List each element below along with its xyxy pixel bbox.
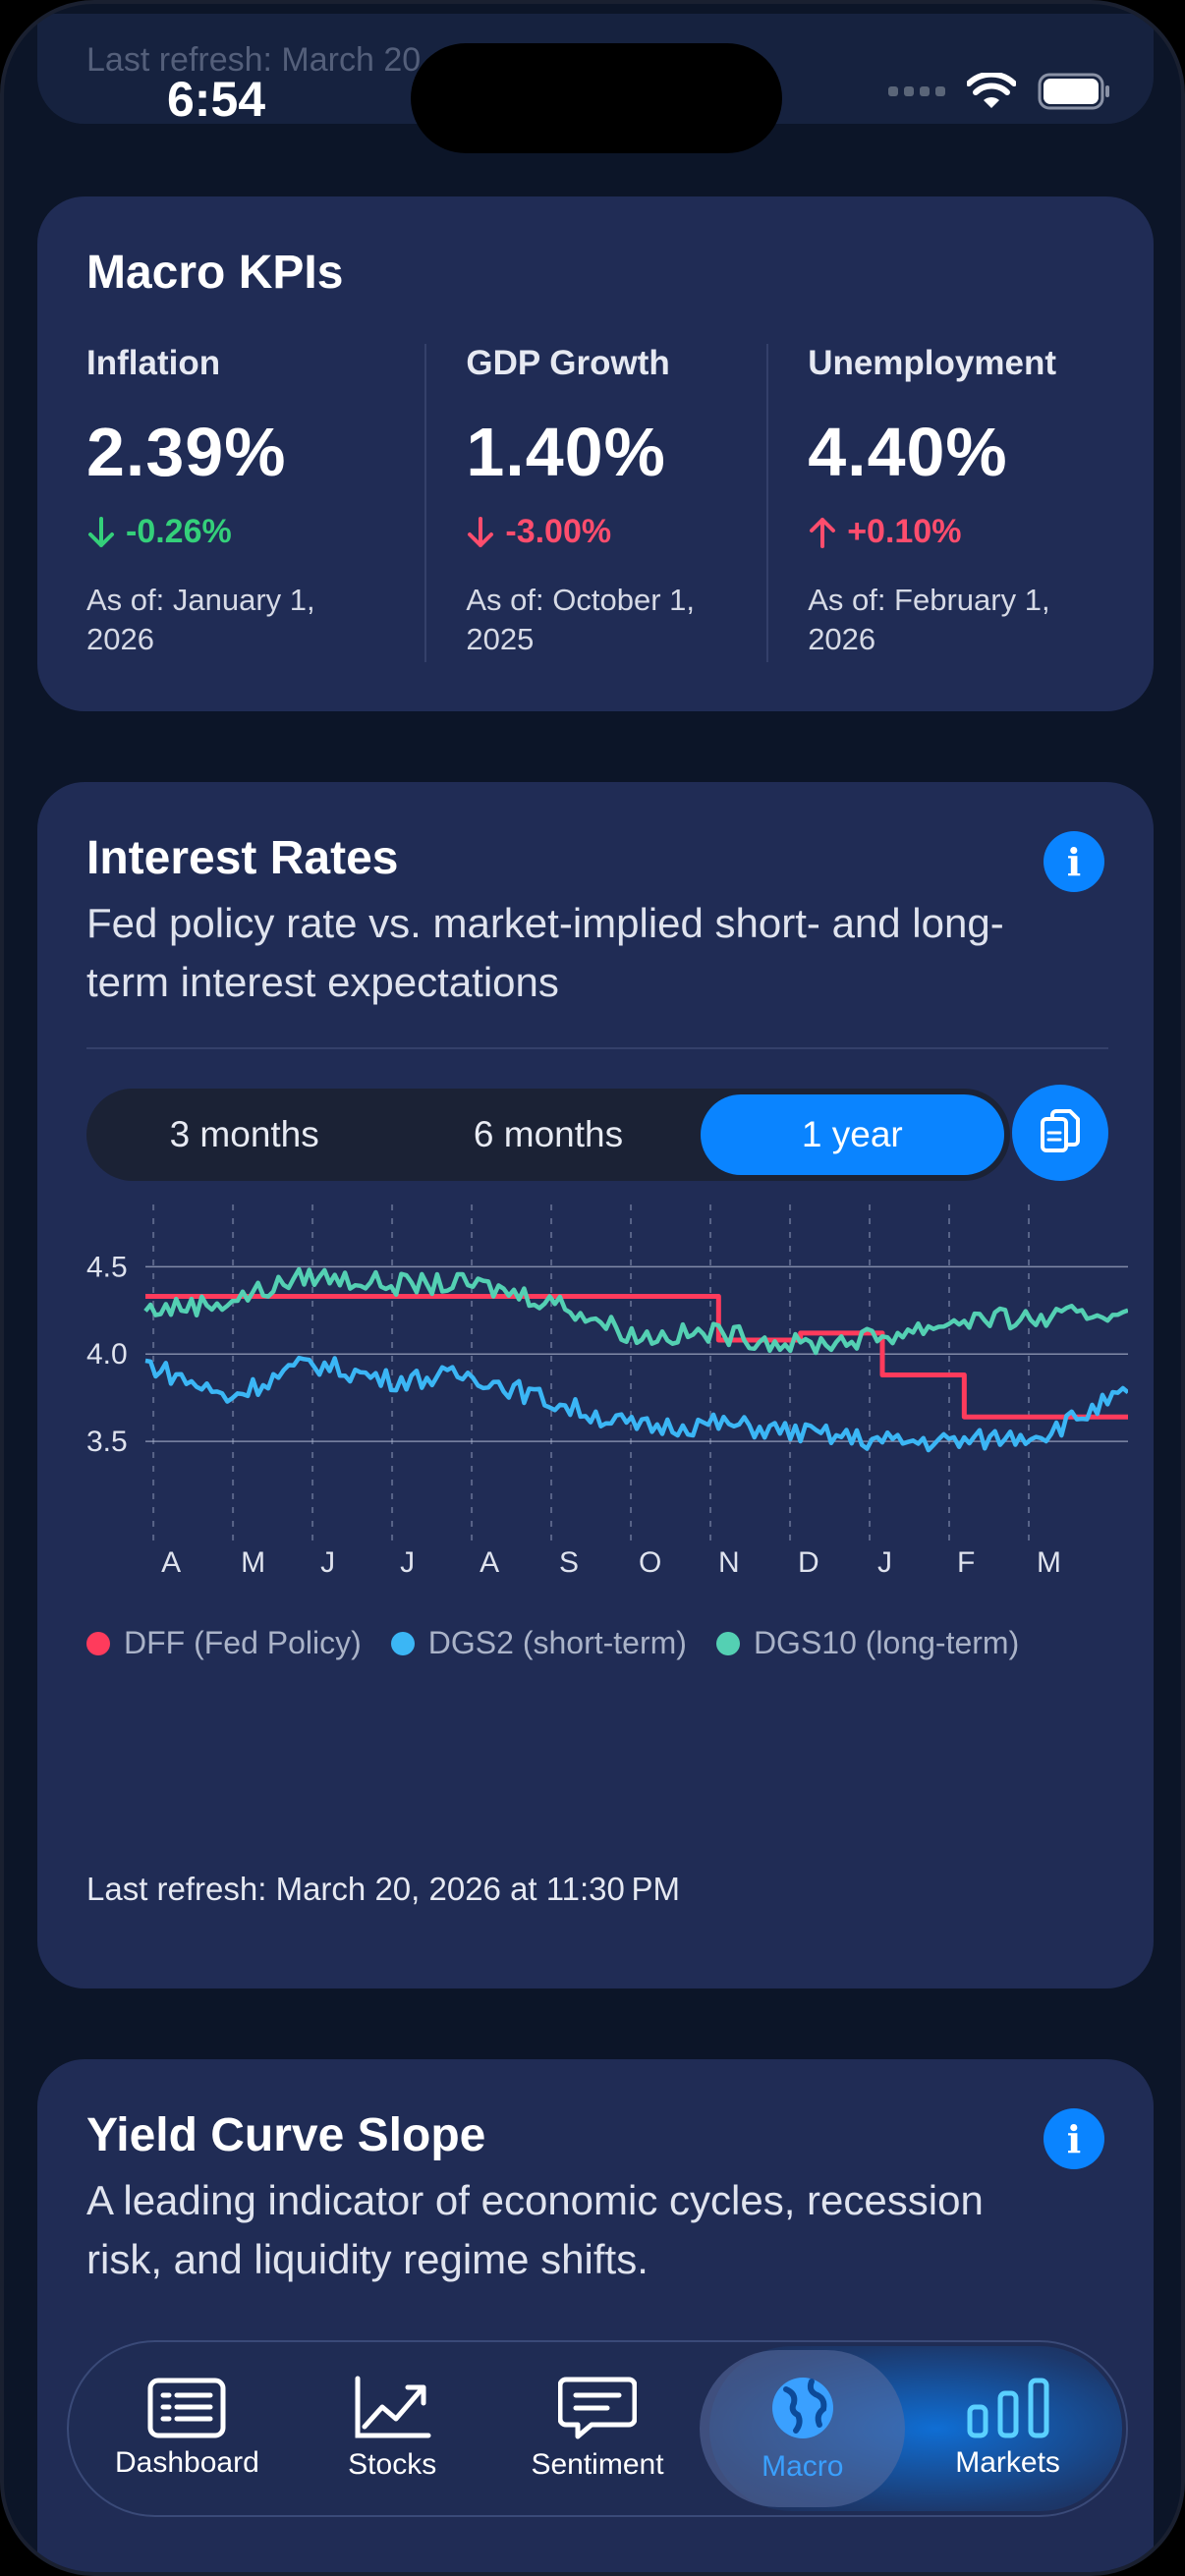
range-1-year[interactable]: 1 year	[700, 1094, 1004, 1175]
tab-label: Sentiment	[531, 2448, 664, 2481]
cellular-icon	[888, 86, 945, 96]
kpi-as-of: As of: February 1, 2026	[808, 583, 1050, 656]
kpi-change-value: -3.00%	[505, 513, 612, 550]
legend-label: DGS10 (long-term)	[753, 1625, 1020, 1660]
wifi-icon	[967, 73, 1016, 108]
y-tick-label: 4.5	[86, 1251, 128, 1283]
kpi-unemployment: Unemployment 4.40% +0.10% As of: Februar…	[766, 344, 1108, 662]
battery-icon	[1038, 73, 1109, 110]
globe-icon	[771, 2378, 833, 2438]
range-6-months[interactable]: 6 months	[473, 1114, 624, 1154]
tab-macro[interactable]: Macro	[700, 2350, 906, 2507]
kpi-value: 4.40%	[808, 414, 1008, 490]
arrow-down-icon	[88, 516, 114, 547]
kpi-as-of: As of: October 1, 2025	[466, 583, 695, 656]
tab-bar: Dashboard Stocks Sentiment Macro	[67, 2340, 1128, 2517]
legend-item-dgs2: DGS2 (short-term)	[390, 1625, 687, 1661]
last-refresh: Last refresh: March 20, 2026 at 11:30 PM	[86, 1871, 680, 1907]
x-tick-label: J	[877, 1546, 892, 1579]
list-icon	[147, 2378, 226, 2438]
chart-legend: DFF (Fed Policy) DGS2 (short-term) DGS10…	[86, 1625, 1019, 1661]
legend-item-dff: DFF (Fed Policy)	[86, 1625, 362, 1661]
yield-curve-subtitle: A leading indicator of economic cycles, …	[86, 2177, 984, 2282]
status-bar: 6:54	[4, 4, 1181, 153]
info-icon[interactable]: i	[1044, 2108, 1104, 2169]
x-tick-label: M	[1037, 1546, 1061, 1579]
legend-dot	[715, 1631, 740, 1655]
divider	[86, 1047, 1108, 1049]
kpi-value: 1.40%	[466, 414, 666, 490]
x-tick-label: J	[400, 1546, 415, 1579]
tab-markets[interactable]: Markets	[905, 2350, 1110, 2507]
interest-rates-subtitle: Fed policy rate vs. market-implied short…	[86, 900, 1004, 1005]
kpi-change: -3.00%	[466, 513, 766, 551]
kpi-change-value: -0.26%	[126, 513, 232, 550]
kpi-as-of: As of: January 1, 2026	[86, 583, 315, 656]
kpi-label: GDP Growth	[466, 344, 670, 382]
series-line-dff	[145, 1294, 1128, 1420]
tab-label: Dashboard	[115, 2446, 259, 2479]
kpi-value: 2.39%	[86, 414, 287, 490]
interest-rates-title: Interest Rates	[86, 832, 399, 884]
y-tick-label: 3.5	[86, 1426, 128, 1458]
x-tick-label: A	[161, 1546, 181, 1579]
kpi-label: Unemployment	[808, 344, 1056, 382]
macro-kpis-card: Macro KPIs Inflation 2.39% -0.26% As of:…	[37, 196, 1154, 711]
arrow-down-icon	[468, 516, 494, 547]
dynamic-island	[411, 43, 782, 153]
tab-sentiment[interactable]: Sentiment	[495, 2350, 701, 2507]
range-segmented-control: 3 months 6 months 1 year	[86, 1089, 1010, 1181]
x-tick-label: F	[957, 1546, 975, 1579]
x-tick-label: A	[480, 1546, 499, 1579]
legend-item-dgs10: DGS10 (long-term)	[715, 1625, 1020, 1661]
arrow-up-icon	[810, 517, 836, 548]
info-icon[interactable]: i	[1044, 831, 1104, 892]
legend-label: DFF (Fed Policy)	[124, 1625, 362, 1660]
x-tick-label: D	[798, 1546, 819, 1579]
legend-label: DGS2 (short-term)	[427, 1625, 687, 1660]
x-tick-label: J	[320, 1546, 335, 1579]
interest-rates-chart: A M J J A S O N D J F M 4.5 4.0 3.5	[86, 1204, 1130, 1597]
macro-kpis-title: Macro KPIs	[86, 247, 344, 299]
status-time: 6:54	[167, 72, 266, 127]
tab-label: Stocks	[348, 2448, 437, 2481]
kpi-label: Inflation	[86, 344, 221, 382]
x-tick-label: N	[718, 1546, 740, 1579]
x-tick-label: O	[639, 1546, 661, 1579]
kpi-change: -0.26%	[86, 513, 424, 551]
tab-label: Macro	[762, 2450, 844, 2483]
chat-icon	[557, 2377, 637, 2439]
kpi-change: +0.10%	[808, 513, 1108, 551]
status-icons	[888, 73, 1112, 110]
kpi-gdp-growth: GDP Growth 1.40% -3.00% As of: October 1…	[424, 344, 766, 662]
rates-chart-svg: A M J J A S O N D J F M 4.5 4.0 3.5	[86, 1204, 1130, 1579]
y-tick-label: 4.0	[86, 1338, 128, 1371]
copy-icon	[1041, 1109, 1080, 1152]
legend-dot	[390, 1631, 415, 1655]
bars-icon	[967, 2378, 1049, 2438]
chart-up-icon	[355, 2376, 431, 2438]
tab-label: Markets	[955, 2446, 1060, 2479]
x-tick-label: S	[559, 1546, 579, 1579]
interest-rates-card: Interest Rates i Fed policy rate vs. mar…	[37, 782, 1154, 1988]
tab-dashboard[interactable]: Dashboard	[85, 2350, 290, 2507]
x-tick-label: M	[241, 1546, 265, 1579]
series-line-dgs10	[143, 1266, 1129, 1356]
tab-stocks[interactable]: Stocks	[290, 2350, 495, 2507]
kpi-inflation: Inflation 2.39% -0.26% As of: January 1,…	[86, 344, 424, 662]
kpi-change-value: +0.10%	[847, 513, 962, 550]
yield-curve-title: Yield Curve Slope	[86, 2109, 486, 2161]
series-line-dgs2	[144, 1355, 1130, 1453]
copy-button[interactable]	[1012, 1085, 1108, 1181]
legend-dot	[86, 1631, 110, 1655]
kpi-columns: Inflation 2.39% -0.26% As of: January 1,…	[86, 344, 1108, 662]
range-3-months[interactable]: 3 months	[169, 1114, 319, 1154]
